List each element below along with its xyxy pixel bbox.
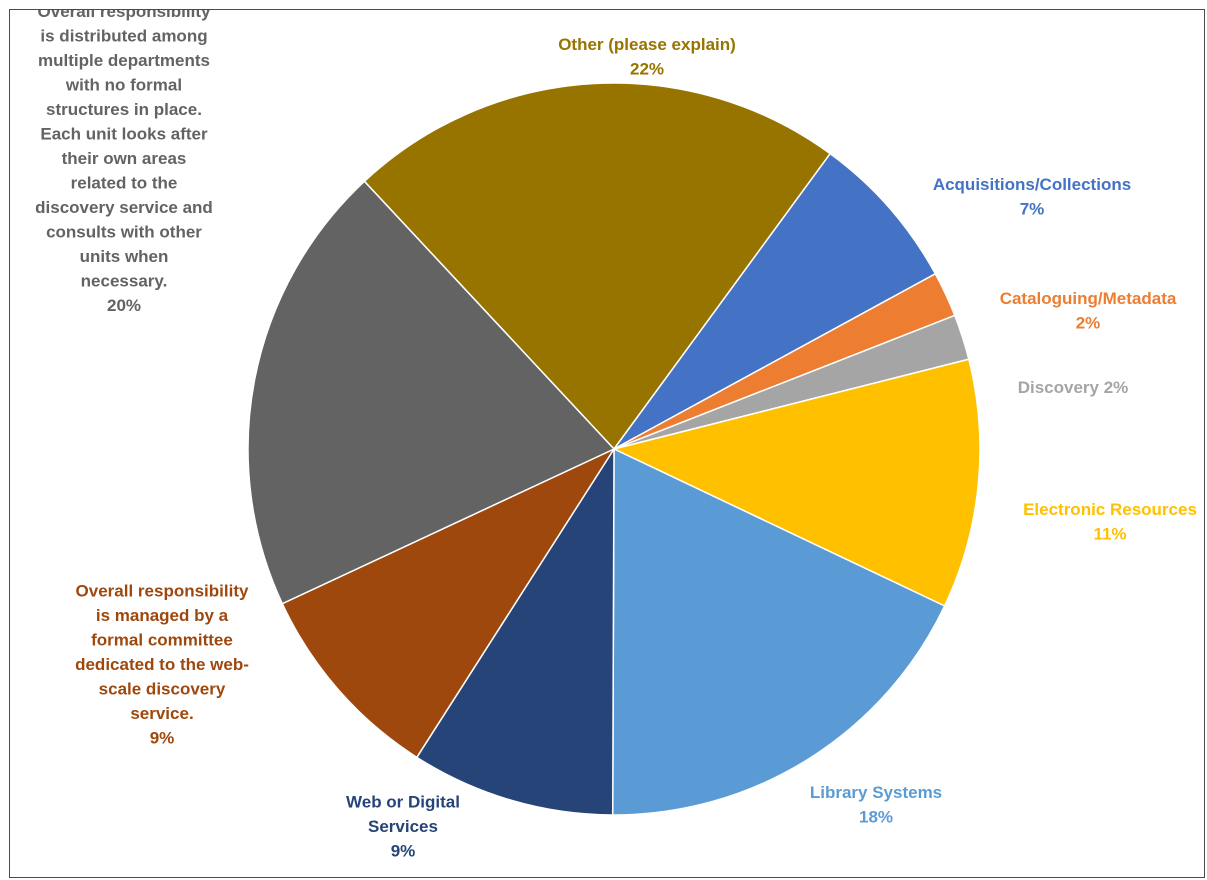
slice-label-line: Services (368, 817, 438, 836)
slice-label-line: 11% (1093, 524, 1126, 543)
slice-label-line: consults with other (46, 223, 202, 242)
slice-label-4: Electronic Resources 11% (1023, 500, 1197, 544)
chart-frame: Other (please explain) 22% Acquisitions/Co… (9, 9, 1205, 878)
pie-slice-4 (611, 358, 981, 607)
slice-label-line: 9% (391, 842, 416, 861)
slice-label-line: Library Systems (810, 783, 942, 802)
slice-label-1: Acquisitions/Collections 7% (933, 175, 1131, 219)
slice-label-line: 7% (1020, 199, 1045, 218)
slice-label-line: 2% (1076, 313, 1101, 332)
pie-slice-0 (363, 82, 832, 451)
slice-label-2: Cataloguing/Metadata 2% (1000, 289, 1177, 333)
pie-slice-5 (611, 447, 946, 816)
slice-label-line: formal committee (91, 631, 233, 650)
slice-label-8: Overall responsibility is distributed amo… (35, 10, 213, 315)
slice-label-line: structures in place. (46, 100, 202, 119)
slice-label-line: Overall responsibility (76, 582, 249, 601)
slice-label-line: Overall responsibility (38, 10, 211, 21)
slice-label-line: is distributed among (40, 27, 207, 46)
pie-slice-1 (613, 152, 937, 450)
slice-label-line: 18% (859, 807, 893, 826)
pie-slice-8 (247, 180, 616, 605)
slice-label-line: related to the (71, 174, 178, 193)
slice-label-line: Electronic Resources (1023, 500, 1197, 519)
pie-labels: Other (please explain) 22% Acquisitions/Co… (35, 10, 1197, 861)
slice-label-line: Web or Digital (346, 793, 460, 812)
slice-label-line: with no formal (65, 76, 182, 95)
slice-label-line: service. (130, 704, 193, 723)
slice-label-5: Library Systems 18% (810, 783, 942, 827)
slice-label-line: multiple departments (38, 51, 210, 70)
pie-chart: Other (please explain) 22% Acquisitions/Co… (35, 10, 1197, 861)
slice-label-6: Web or Digital Services 9% (346, 793, 460, 861)
slice-label-line: units when (80, 247, 169, 266)
slice-label-line: scale discovery (99, 680, 226, 699)
pie-slice-7 (281, 447, 617, 759)
slice-label-0: Other (please explain) 22% (558, 35, 736, 79)
pie-slices (247, 82, 981, 816)
pie-slice-6 (415, 446, 615, 816)
slice-label-line: Acquisitions/Collections (933, 175, 1131, 194)
slice-label-line: Cataloguing/Metadata (1000, 289, 1177, 308)
slice-label-line: discovery service and (35, 198, 213, 217)
slice-label-line: Other (please explain) (558, 35, 736, 54)
slice-label-3: Discovery 2% (1018, 378, 1129, 397)
slice-label-line: their own areas (62, 149, 187, 168)
slice-label-line: is managed by a (96, 606, 229, 625)
slice-label-7: Overall responsibility is managed by a for… (75, 582, 249, 748)
slice-label-line: 20% (107, 296, 141, 315)
slice-label-line: Each unit looks after (40, 125, 208, 144)
slice-label-line: 22% (630, 59, 664, 78)
slice-label-line: dedicated to the web- (75, 655, 249, 674)
slice-label-line: Discovery 2% (1018, 378, 1129, 397)
slice-label-line: 9% (150, 729, 175, 748)
slice-label-line: necessary. (81, 272, 168, 291)
